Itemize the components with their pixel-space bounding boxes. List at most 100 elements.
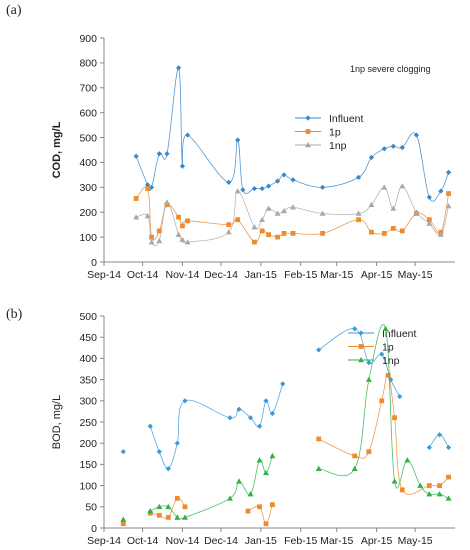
data-point <box>356 217 361 223</box>
legend-marker <box>305 142 311 148</box>
series-1np <box>120 324 452 522</box>
data-point <box>319 210 326 216</box>
x-tick-label: Feb-15 <box>284 535 317 547</box>
data-point <box>275 234 280 240</box>
y-tick-label: 0 <box>91 523 97 535</box>
panel-label: (b) <box>6 307 23 322</box>
data-point <box>399 487 405 493</box>
data-point <box>120 449 126 455</box>
data-point <box>156 503 163 510</box>
series-line <box>136 185 449 247</box>
data-point <box>266 232 271 238</box>
data-point <box>404 457 411 463</box>
data-point <box>426 217 432 223</box>
data-point <box>263 469 269 476</box>
data-point <box>245 508 251 514</box>
data-point <box>390 226 396 231</box>
data-point <box>149 234 154 240</box>
y-tick-label: 400 <box>79 157 97 169</box>
data-point <box>156 151 162 157</box>
data-point <box>366 449 372 455</box>
data-point <box>381 146 387 152</box>
y-tick-label: 300 <box>79 396 97 408</box>
data-point <box>366 360 372 366</box>
legend-marker <box>358 357 364 363</box>
data-point <box>413 209 420 215</box>
data-point <box>382 325 389 332</box>
data-point <box>381 184 388 190</box>
x-tick-label: Sep-14 <box>87 269 121 281</box>
y-axis-title: COD, mg/L <box>51 121 63 178</box>
data-point <box>133 196 139 201</box>
legend-label: Influent <box>329 113 364 125</box>
data-point <box>445 495 452 501</box>
legend-marker <box>358 344 364 349</box>
data-point <box>240 187 246 193</box>
data-point <box>446 474 451 480</box>
legend-label: 1p <box>329 126 341 138</box>
data-point <box>179 236 186 242</box>
data-point <box>274 178 281 184</box>
x-tick-label: Jan-15 <box>245 535 277 547</box>
y-tick-label: 500 <box>79 311 97 323</box>
data-point <box>355 210 362 216</box>
data-point <box>381 230 387 236</box>
data-point <box>437 483 442 488</box>
legend-marker <box>305 115 311 121</box>
data-point <box>256 423 263 429</box>
data-point <box>259 228 265 234</box>
data-point <box>445 169 452 175</box>
data-point <box>156 512 162 518</box>
data-point <box>352 326 358 332</box>
series-line <box>150 455 273 520</box>
data-point <box>320 230 325 236</box>
y-tick-label: 500 <box>79 132 97 144</box>
data-point <box>133 214 140 220</box>
data-point <box>426 491 433 497</box>
data-point <box>319 184 326 190</box>
data-point <box>251 185 258 192</box>
data-point <box>120 521 126 527</box>
y-tick-label: 900 <box>79 33 97 45</box>
data-point <box>247 415 254 421</box>
x-tick-label: Sep-14 <box>87 535 121 547</box>
y-tick-label: 200 <box>79 438 97 450</box>
data-point <box>281 172 287 178</box>
data-point <box>184 239 191 245</box>
data-point <box>259 216 266 222</box>
data-point <box>148 239 155 245</box>
data-point <box>399 144 405 151</box>
y-tick-label: 100 <box>79 232 97 244</box>
data-point <box>259 185 265 192</box>
data-point <box>156 228 162 234</box>
annotation-text: 1np severe clogging <box>350 64 431 74</box>
data-point <box>256 457 263 463</box>
data-point <box>144 212 151 219</box>
data-point <box>236 478 242 484</box>
y-tick-label: 100 <box>79 480 97 492</box>
data-point <box>426 483 432 488</box>
data-point <box>147 423 153 429</box>
data-point <box>235 217 241 223</box>
y-tick-label: 300 <box>79 182 97 194</box>
x-tick-label: Feb-15 <box>284 269 317 281</box>
data-point <box>281 230 287 236</box>
x-tick-label: Dec-14 <box>204 535 238 547</box>
data-point <box>180 223 185 229</box>
data-point <box>234 188 241 194</box>
data-point <box>426 194 432 200</box>
data-point <box>148 184 155 190</box>
x-tick-label: Apr-15 <box>361 269 393 281</box>
x-tick-label: Mar-15 <box>320 269 353 281</box>
data-point <box>164 199 170 205</box>
data-point <box>164 151 170 157</box>
data-point <box>426 444 432 451</box>
data-point <box>369 229 374 235</box>
data-point <box>446 191 451 196</box>
y-tick-label: 350 <box>79 374 97 386</box>
x-tick-label: Jan-15 <box>245 269 277 281</box>
data-point <box>391 478 398 484</box>
data-point <box>413 132 420 138</box>
data-point <box>265 205 272 211</box>
